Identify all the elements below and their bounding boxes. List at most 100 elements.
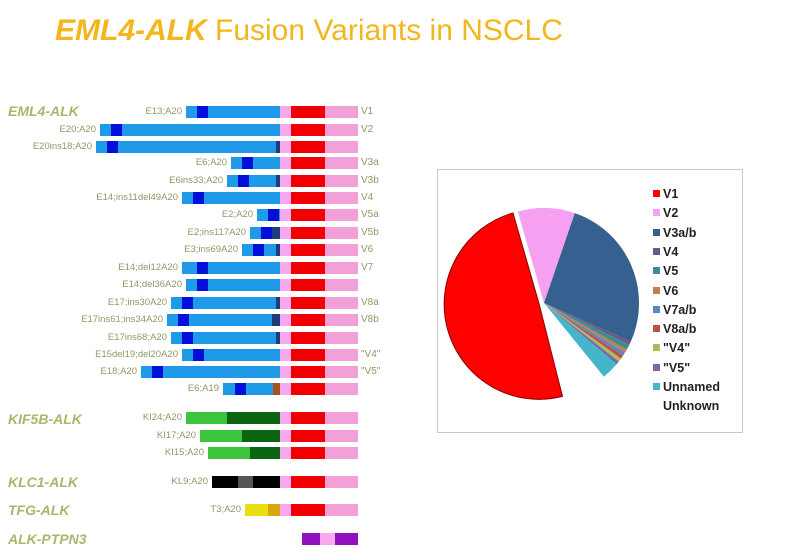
domain-segment: [178, 314, 189, 326]
domain-segment: [197, 106, 208, 118]
legend-swatch: [653, 247, 660, 255]
pie-slice: [544, 213, 639, 342]
domain-segment: [280, 349, 291, 361]
variant-label: V3b: [361, 175, 379, 186]
domain-segment: [291, 192, 325, 204]
domain-segment: [325, 297, 358, 309]
domain-segment: [325, 349, 358, 361]
legend-label: V3a/b: [663, 225, 697, 240]
domain-segment: [208, 447, 250, 459]
domain-segment: [253, 244, 264, 256]
pie-slice: [517, 208, 575, 303]
slide-title: EML4-ALK Fusion Variants in NSCLC: [55, 14, 563, 48]
legend-swatch: [653, 402, 660, 410]
domain-segment: [325, 192, 358, 204]
domain-segment: [280, 244, 291, 256]
breakpoint-label: E17ins68;A20: [107, 332, 167, 343]
domain-segment: [325, 279, 358, 291]
legend-label: V8a/b: [663, 322, 697, 337]
domain-segment: [280, 209, 291, 221]
variant-label: "V4": [361, 349, 381, 360]
domain-segment: [291, 157, 325, 169]
variant-label: V5a: [361, 209, 379, 220]
domain-segment: [325, 244, 358, 256]
breakpoint-label: KI15;A20: [164, 447, 204, 458]
domain-segment: [276, 332, 280, 344]
breakpoint-label: KI17;A20: [156, 430, 196, 441]
legend-item: V8a/b: [653, 322, 696, 336]
breakpoint-label: E14;del36A20: [122, 279, 182, 290]
domain-segment: [335, 533, 358, 545]
breakpoint-label: E6;A19: [187, 383, 219, 394]
breakpoint-label: E13;A20: [145, 106, 182, 117]
legend-item: V3a/b: [653, 226, 696, 240]
domain-segment: [223, 383, 280, 395]
domain-segment: [200, 430, 242, 442]
breakpoint-label: E2;A20: [221, 209, 253, 220]
breakpoint-label: E17ins61;ins34A20: [81, 314, 163, 325]
breakpoint-label: E14;del12A20: [118, 262, 178, 273]
legend-item: V4: [653, 245, 678, 259]
legend-swatch: [653, 209, 660, 217]
domain-segment: [280, 106, 291, 118]
legend-label: V7a/b: [663, 302, 697, 317]
legend-label: "V4": [663, 341, 691, 356]
group-label: TFG-ALK: [8, 502, 70, 518]
legend-item: "V5": [653, 361, 690, 375]
pie-chart-panel: V1 V2 V3a/b V4 V5 V6 V7a/b V8a/b "V4" "V5" Unnamed…: [437, 169, 743, 433]
domain-segment: [291, 175, 325, 187]
legend-swatch: [653, 305, 660, 313]
title-gene: EML4-ALK: [55, 14, 207, 47]
domain-segment: [320, 533, 335, 545]
domain-segment: [182, 297, 193, 309]
domain-segment: [280, 141, 291, 153]
domain-segment: [280, 314, 291, 326]
domain-segment: [253, 476, 280, 488]
domain-segment: [291, 297, 325, 309]
domain-segment: [325, 447, 358, 459]
domain-segment: [325, 314, 358, 326]
pie-slice: [544, 303, 617, 377]
legend-swatch: [653, 190, 660, 197]
domain-segment: [171, 297, 280, 309]
domain-segment: [273, 383, 280, 395]
domain-segment: [141, 366, 280, 378]
domain-segment: [197, 279, 208, 291]
domain-segment: [291, 209, 325, 221]
breakpoint-label: T3;A20: [210, 504, 241, 515]
domain-segment: [280, 279, 291, 291]
domain-segment: [291, 430, 325, 442]
breakpoint-label: E14;ins11del49A20: [96, 192, 178, 203]
breakpoint-label: E2;ins117A20: [187, 227, 246, 238]
domain-segment: [280, 332, 291, 344]
variant-label: V1: [361, 106, 374, 117]
domain-segment: [276, 141, 280, 153]
group-label: KIF5B-ALK: [8, 411, 82, 427]
domain-segment: [238, 175, 249, 187]
pie-slice: [544, 303, 604, 396]
breakpoint-label: E3;ins69A20: [184, 244, 238, 255]
domain-segment: [291, 227, 325, 239]
variant-label: V7: [361, 262, 374, 273]
domain-segment: [291, 476, 325, 488]
group-label: KLC1-ALK: [8, 474, 78, 490]
domain-segment: [235, 383, 246, 395]
domain-segment: [325, 412, 358, 424]
pie-slice: [544, 303, 630, 350]
domain-segment: [272, 314, 280, 326]
domain-segment: [325, 383, 358, 395]
domain-segment: [280, 227, 291, 239]
domain-segment: [186, 279, 283, 291]
legend-swatch: [653, 286, 660, 294]
pie-slice: [544, 303, 624, 359]
domain-segment: [280, 192, 291, 204]
domain-segment: [280, 412, 291, 424]
domain-segment: [171, 332, 280, 344]
domain-segment: [276, 244, 280, 256]
pie-slice: [544, 303, 622, 362]
domain-segment: [325, 175, 358, 187]
domain-segment: [291, 349, 325, 361]
breakpoint-label: E20;A20: [59, 124, 96, 135]
domain-segment: [325, 106, 358, 118]
domain-segment: [291, 279, 325, 291]
